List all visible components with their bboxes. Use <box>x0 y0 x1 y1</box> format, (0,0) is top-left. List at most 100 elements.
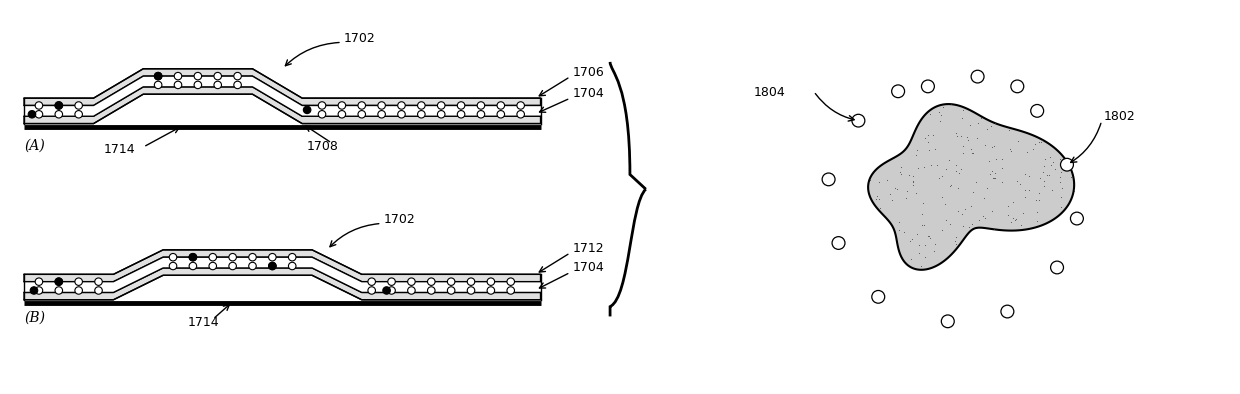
Circle shape <box>229 253 237 261</box>
Text: 1706: 1706 <box>573 66 604 79</box>
Text: 1702: 1702 <box>343 32 376 45</box>
Point <box>1013 210 1033 216</box>
Point <box>973 195 993 201</box>
Point <box>931 194 951 200</box>
Point <box>941 101 961 108</box>
Point <box>919 147 939 153</box>
Circle shape <box>487 287 495 294</box>
Point <box>954 143 973 149</box>
Point <box>1024 141 1044 147</box>
Circle shape <box>1001 305 1014 318</box>
Point <box>1043 159 1063 165</box>
Point <box>908 165 928 171</box>
Circle shape <box>234 72 242 80</box>
Point <box>945 238 965 244</box>
Point <box>1027 197 1047 203</box>
Point <box>906 190 926 196</box>
Point <box>941 182 961 188</box>
Circle shape <box>418 102 425 109</box>
Point <box>878 177 898 183</box>
Point <box>954 150 973 156</box>
Circle shape <box>339 102 346 109</box>
Point <box>981 171 1001 177</box>
Point <box>903 178 923 184</box>
Point <box>998 127 1018 133</box>
Point <box>1034 178 1054 184</box>
Circle shape <box>210 253 217 261</box>
Point <box>931 112 951 118</box>
Circle shape <box>368 278 376 285</box>
Circle shape <box>892 85 904 98</box>
Circle shape <box>388 287 396 294</box>
Point <box>1003 215 1023 221</box>
Point <box>973 213 993 219</box>
Circle shape <box>74 278 82 285</box>
Point <box>936 166 956 172</box>
Point <box>880 191 900 197</box>
Point <box>985 175 1004 181</box>
Point <box>946 241 966 247</box>
Circle shape <box>249 262 257 270</box>
Point <box>1029 139 1049 145</box>
Point <box>915 136 935 142</box>
Point <box>906 147 926 153</box>
Circle shape <box>154 81 162 89</box>
Point <box>1040 154 1060 160</box>
Circle shape <box>418 111 425 118</box>
Circle shape <box>249 253 257 261</box>
Point <box>932 104 952 110</box>
Circle shape <box>378 111 386 118</box>
Point <box>894 229 914 235</box>
Point <box>883 197 903 203</box>
Circle shape <box>190 262 197 270</box>
Point <box>1028 218 1048 225</box>
Point <box>911 222 931 228</box>
Circle shape <box>229 262 237 270</box>
Polygon shape <box>24 257 541 292</box>
Point <box>929 175 949 181</box>
Circle shape <box>448 287 455 294</box>
Point <box>892 171 911 177</box>
Point <box>914 222 934 228</box>
Text: 1804: 1804 <box>754 86 786 99</box>
Point <box>867 196 887 203</box>
Circle shape <box>487 278 495 285</box>
Circle shape <box>1011 80 1024 93</box>
Point <box>887 186 906 193</box>
Point <box>1017 149 1037 156</box>
Point <box>914 164 934 170</box>
Point <box>992 156 1012 162</box>
Text: 1712: 1712 <box>573 242 604 255</box>
Polygon shape <box>24 69 541 106</box>
Point <box>901 256 921 263</box>
Point <box>885 185 905 191</box>
Circle shape <box>35 102 42 109</box>
Point <box>919 139 939 145</box>
Circle shape <box>195 81 202 89</box>
Point <box>909 242 929 248</box>
Point <box>951 166 971 172</box>
Circle shape <box>852 114 864 127</box>
Polygon shape <box>24 250 541 282</box>
Point <box>987 155 1007 162</box>
Circle shape <box>497 111 505 118</box>
Text: 1714: 1714 <box>103 143 135 156</box>
Circle shape <box>921 80 935 93</box>
Point <box>932 173 952 179</box>
Point <box>952 223 972 229</box>
Circle shape <box>35 287 42 294</box>
Circle shape <box>55 278 62 285</box>
Circle shape <box>438 102 445 109</box>
Point <box>898 188 918 194</box>
Point <box>957 134 977 140</box>
Point <box>1030 139 1050 145</box>
Circle shape <box>35 111 42 118</box>
Circle shape <box>378 102 386 109</box>
Point <box>1016 187 1035 193</box>
Point <box>1052 194 1071 201</box>
Polygon shape <box>24 268 541 300</box>
Point <box>962 221 982 227</box>
Point <box>1032 137 1052 143</box>
Circle shape <box>55 287 62 294</box>
Text: 1708: 1708 <box>308 140 339 153</box>
